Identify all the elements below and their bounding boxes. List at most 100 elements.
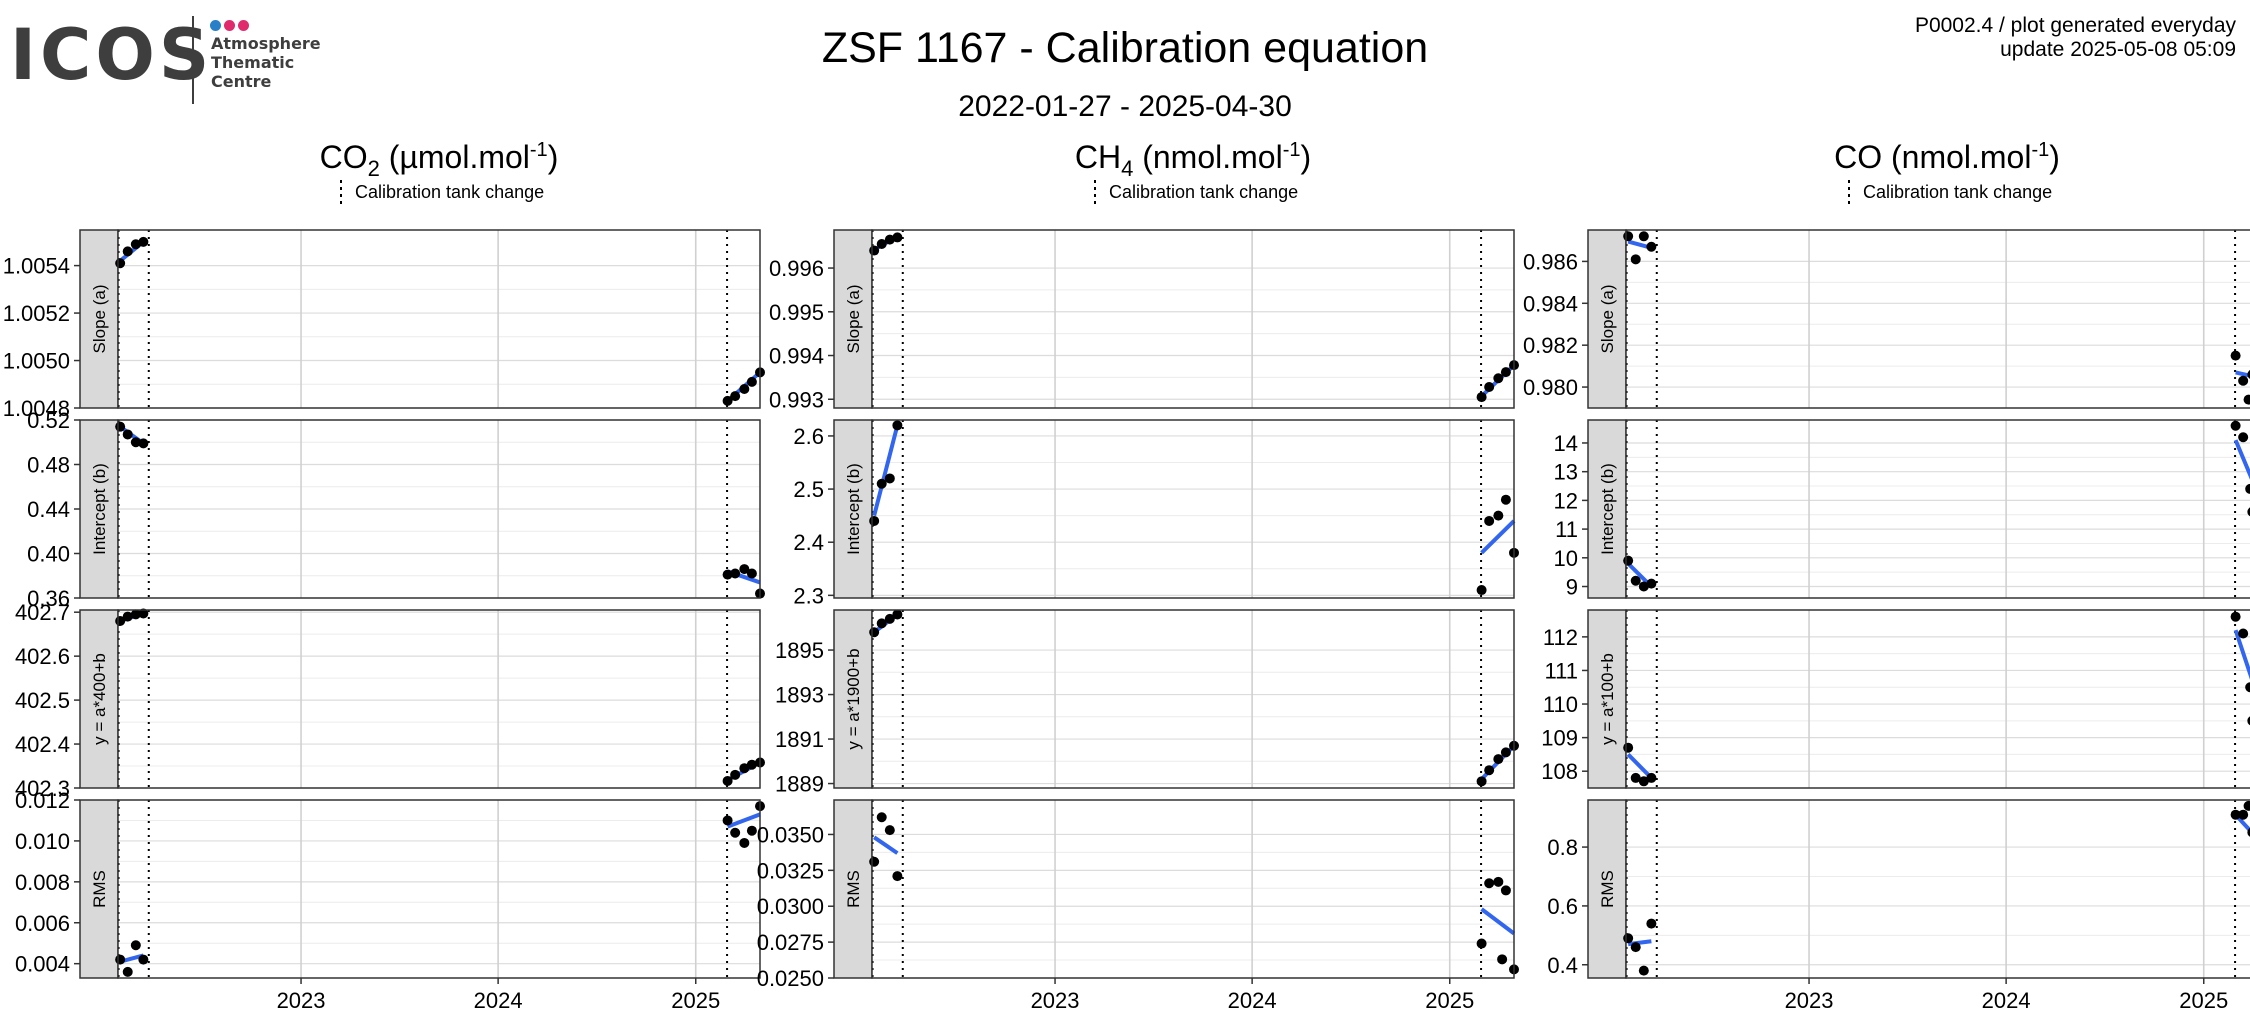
data-point [746,825,757,836]
facet-label: Slope (a) [1598,285,1617,354]
data-point [1476,585,1487,596]
logo-sub-line-2: Thematic [211,53,295,72]
y-tick-label: 110 [1543,692,1578,717]
y-tick-label: 9 [1566,575,1578,600]
x-tick-label: 2023 [1785,988,1834,1013]
data-point [130,940,141,951]
icos-logo: ICOS Atmosphere Thematic Centre [10,12,340,108]
y-tick-label: 0.982 [1523,333,1578,358]
fit-line [726,812,761,829]
y-tick-label: 0.52 [27,408,70,433]
y-tick-label: 0.44 [27,497,70,522]
y-tick-label: 111 [1545,658,1578,683]
data-point [730,568,741,579]
facet-label: Slope (a) [90,285,109,354]
panel-background [118,800,760,978]
date-range: 2022-01-27 - 2025-04-30 [958,90,1292,123]
panel-background [872,230,1514,408]
x-tick-label: 2025 [2179,988,2228,1013]
y-tick-label: 0.008 [15,870,70,895]
data-point [1646,772,1657,783]
y-tick-label: 1.0048 [3,396,70,421]
data-point [739,564,750,575]
y-tick-label: 0.0250 [757,966,824,991]
data-point [1484,382,1495,393]
y-tick-label: 0.004 [15,952,70,977]
gas-unit: (µmol.mol [380,139,530,175]
data-point [2230,809,2241,820]
data-point [1484,515,1495,526]
y-tick-label: 1895 [775,638,824,663]
data-point [746,376,757,387]
y-tick-label: 13 [1554,460,1578,485]
y-tick-label: 0.0300 [757,894,824,919]
y-tick-label: 0.40 [27,542,70,567]
fit-line [873,835,899,855]
y-tick-label: 0.6 [1547,894,1578,919]
data-point [2238,809,2249,820]
fit-line [2234,813,2250,834]
column-header-1: CO2 (µmol.mol-1) [320,139,559,181]
page-title: ZSF 1167 - Calibration equation [821,24,1429,72]
data-point [1493,373,1504,384]
facet-strip [1587,609,1627,789]
data-point [122,966,133,977]
legend-label: Calibration tank change [355,182,544,202]
data-point [138,438,149,449]
data-point [730,769,741,780]
data-point [884,473,895,484]
gas-unit-sup: -1 [2031,139,2049,161]
facet-label: y = a*100+b [1598,653,1617,745]
gas-name: CO [1834,139,1882,175]
legend-label: Calibration tank change [1109,182,1298,202]
data-point [1623,933,1634,944]
y-tick-label: 12 [1554,488,1578,513]
gas-unit-close: ) [2049,139,2060,175]
panel-background [1626,230,2250,408]
panel-border [871,419,1515,599]
data-point [869,515,880,526]
data-point [722,569,733,580]
data-point [869,627,880,638]
y-tick-label: 10 [1554,546,1578,571]
data-point [722,395,733,406]
data-point [1630,772,1641,783]
y-tick-label: 2.4 [793,530,824,555]
data-point [2230,350,2241,361]
panel-background [1626,800,2250,978]
data-point [1638,965,1649,976]
data-point [138,608,149,619]
y-tick-label: 0.994 [769,344,824,369]
logo-sub-line-3: Centre [211,72,272,91]
panel-border [117,799,761,979]
data-point [876,238,887,249]
logo-divider [192,16,194,104]
gas-unit-close: ) [548,139,559,175]
y-tick-label: 11 [1555,517,1578,542]
data-point [1623,555,1634,566]
data-point [884,613,895,624]
data-point [1493,754,1504,765]
data-point [746,759,757,770]
facet-strip [79,419,119,599]
y-tick-label: 402.4 [15,732,70,757]
facet-strip [79,799,119,979]
fit-line [1480,907,1516,936]
data-point [2230,420,2241,431]
y-tick-label: 112 [1543,625,1578,650]
logo-dot-1 [210,20,221,31]
y-tick-label: 0.36 [27,586,70,611]
data-point [1623,231,1634,242]
y-tick-label: 1889 [775,772,824,797]
y-tick-label: 0.4 [1547,953,1578,978]
data-point [115,954,126,965]
panel-border [1625,799,2250,979]
facet-label: Intercept (b) [1598,463,1617,555]
y-tick-label: 0.012 [15,788,70,813]
logo-subtitle: Atmosphere Thematic Centre [211,34,351,91]
y-tick-label: 0.0325 [757,858,824,883]
gas-subscript: 2 [368,156,380,181]
panel-background [118,230,760,408]
column-header-3: CO (nmol.mol-1) [1834,139,2060,175]
panel-border [1625,229,2250,409]
